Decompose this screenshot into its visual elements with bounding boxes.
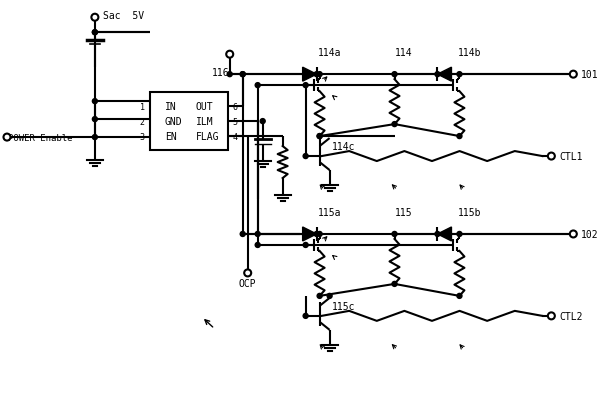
Circle shape [240,72,245,77]
Circle shape [548,313,555,320]
Circle shape [392,72,397,77]
Circle shape [435,232,440,237]
Circle shape [255,232,260,237]
Circle shape [260,119,265,124]
Circle shape [317,232,322,237]
Circle shape [303,313,308,319]
Text: 1: 1 [140,102,145,111]
Circle shape [240,232,245,237]
Text: CTL2: CTL2 [559,311,583,321]
Circle shape [435,72,440,77]
Text: 2: 2 [140,117,145,126]
Text: 4: 4 [233,132,238,141]
Circle shape [457,232,462,237]
Circle shape [317,72,322,77]
Circle shape [457,72,462,77]
Text: 3: 3 [140,132,145,141]
Polygon shape [303,68,317,82]
Circle shape [457,294,462,298]
Circle shape [303,154,308,159]
Circle shape [392,122,397,127]
Circle shape [227,72,232,77]
Circle shape [92,31,98,36]
Text: OUT: OUT [196,102,213,112]
Circle shape [303,83,308,88]
Text: 6: 6 [233,102,238,111]
Polygon shape [438,68,452,82]
Circle shape [92,15,98,21]
Circle shape [327,294,332,298]
Circle shape [226,51,233,59]
Circle shape [314,72,319,77]
Circle shape [92,99,98,104]
Circle shape [240,72,245,77]
Circle shape [317,134,322,139]
Circle shape [92,135,98,140]
Circle shape [303,243,308,248]
Text: CTL1: CTL1 [559,152,583,162]
Text: 114b: 114b [458,48,481,58]
Circle shape [548,153,555,160]
Text: 114a: 114a [318,48,341,58]
Circle shape [570,71,577,79]
Circle shape [392,282,397,287]
Text: 115c: 115c [332,301,355,311]
Text: 101: 101 [582,70,599,80]
Circle shape [4,134,10,141]
Text: IN: IN [165,102,176,112]
Circle shape [244,270,251,277]
Circle shape [317,294,322,298]
Text: ILM: ILM [196,117,213,127]
Circle shape [255,83,260,88]
Text: 115: 115 [394,207,412,217]
Circle shape [255,243,260,248]
Polygon shape [303,228,317,241]
Text: 5: 5 [233,117,238,126]
Text: 114: 114 [394,48,412,58]
Circle shape [317,134,322,139]
Text: EN: EN [165,132,176,142]
Text: GND: GND [165,117,182,127]
Text: OCP: OCP [239,278,256,288]
Text: POWER Enable: POWER Enable [8,133,72,142]
Bar [150,93,228,151]
Text: 116: 116 [212,68,229,78]
Text: FLAG: FLAG [196,132,219,142]
Circle shape [570,231,577,238]
Text: Sac  5V: Sac 5V [103,11,144,21]
Circle shape [92,117,98,122]
Text: 102: 102 [582,229,599,239]
Text: 114c: 114c [332,142,355,152]
Circle shape [392,232,397,237]
Circle shape [457,134,462,139]
Text: 115b: 115b [458,207,481,217]
Polygon shape [438,228,452,241]
Text: 115a: 115a [318,207,341,217]
Circle shape [314,232,319,237]
Circle shape [92,31,98,36]
